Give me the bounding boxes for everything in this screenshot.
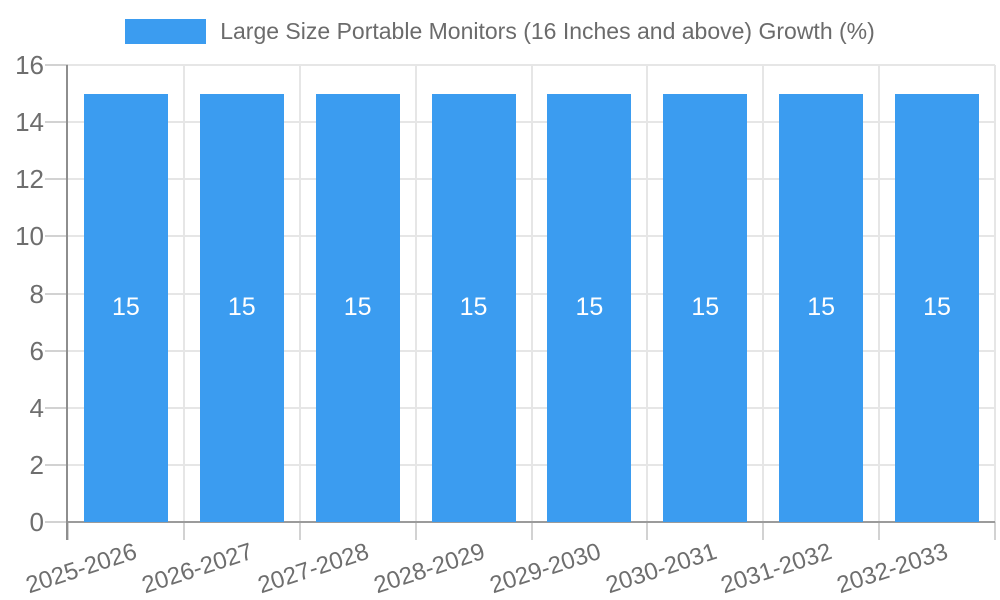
- x-axis-tick: [182, 522, 185, 540]
- y-axis-label: 14: [15, 107, 44, 138]
- bar-value-label: 15: [691, 293, 720, 322]
- x-axis-label: 2025-2026: [22, 538, 141, 600]
- y-axis-tick: [45, 64, 68, 66]
- y-axis-tick: [45, 349, 68, 352]
- legend-series-label: Large Size Portable Monitors (16 Inches …: [220, 18, 875, 44]
- bar: 15: [431, 93, 516, 522]
- y-axis-tick: [45, 463, 68, 466]
- gridline-vertical: [530, 65, 533, 522]
- bar: 15: [83, 93, 168, 522]
- y-axis-tick: [45, 178, 68, 181]
- gridline-vertical: [182, 65, 185, 522]
- x-axis-tick: [67, 522, 69, 540]
- gridline-vertical: [298, 65, 301, 522]
- x-axis-label: 2026-2027: [138, 538, 257, 600]
- y-axis-tick: [45, 235, 68, 238]
- y-axis-label: 12: [15, 164, 44, 195]
- x-axis-tick: [530, 522, 533, 540]
- bar-value-label: 15: [112, 293, 140, 322]
- bar-value-label: 15: [575, 293, 604, 322]
- y-axis-label: 8: [29, 278, 44, 309]
- y-axis-label: 0: [29, 507, 44, 537]
- bar: 15: [895, 93, 980, 522]
- x-axis-label: 2031-2032: [718, 538, 836, 600]
- bar: 15: [779, 93, 864, 522]
- x-axis-label: 2028-2029: [370, 538, 488, 600]
- x-axis-line: [68, 521, 995, 523]
- gridline-vertical: [994, 65, 996, 522]
- x-axis-label: 2029-2030: [486, 538, 604, 600]
- x-axis-tick: [762, 522, 765, 540]
- gridline-vertical: [414, 65, 417, 522]
- x-axis-label: 2030-2031: [602, 538, 720, 600]
- bar-value-label: 15: [227, 293, 256, 322]
- bar: 15: [315, 93, 400, 522]
- x-axis-tick: [646, 522, 649, 540]
- y-axis-label: 4: [29, 392, 44, 423]
- bar: 15: [663, 93, 748, 522]
- y-axis-label: 16: [15, 50, 44, 80]
- x-axis-tick: [414, 522, 417, 540]
- bar-value-label: 15: [459, 293, 488, 322]
- gridline-vertical: [878, 65, 881, 522]
- y-axis-tick: [45, 521, 68, 523]
- x-axis-tick: [298, 522, 301, 540]
- legend-color-swatch: [125, 19, 207, 44]
- bar-value-label: 15: [923, 293, 951, 322]
- bar-value-label: 15: [343, 293, 372, 322]
- bar: 15: [547, 93, 632, 522]
- y-axis-tick: [45, 121, 68, 124]
- x-axis-label: 2027-2028: [254, 538, 373, 600]
- x-axis-tick: [994, 522, 996, 540]
- y-axis-line: [66, 65, 68, 540]
- chart-legend: Large Size Portable Monitors (16 Inches …: [0, 18, 1000, 45]
- y-axis-tick: [45, 406, 68, 409]
- y-axis-tick: [45, 292, 68, 295]
- gridline-vertical: [762, 65, 765, 522]
- x-axis-tick: [878, 522, 881, 540]
- legend-item[interactable]: Large Size Portable Monitors (16 Inches …: [125, 18, 875, 45]
- bar: 15: [199, 93, 284, 522]
- y-axis-label: 10: [15, 221, 44, 252]
- y-axis-label: 2: [29, 449, 44, 480]
- y-axis-label: 6: [29, 335, 44, 366]
- x-axis-label: 2032-2033: [833, 538, 952, 600]
- bar-value-label: 15: [807, 293, 836, 322]
- gridline-vertical: [646, 65, 649, 522]
